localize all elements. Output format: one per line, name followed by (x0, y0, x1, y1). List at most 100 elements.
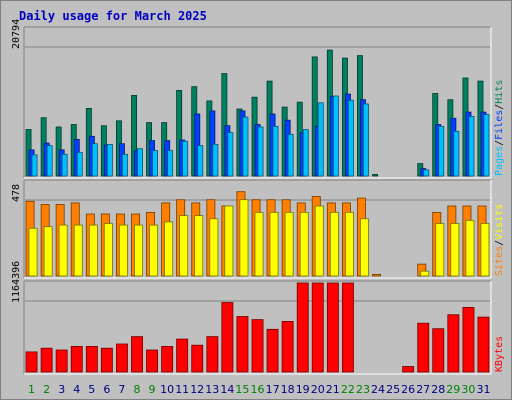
panel-hits-label-2: Files (494, 110, 505, 140)
panel-kbytes-max-label: 1164396 (11, 261, 22, 303)
day-label-16: 16 (251, 383, 265, 396)
bar-visits-sites-day-6 (103, 223, 113, 277)
day-label-2: 2 (43, 383, 50, 396)
bar-hits-pages-day-14 (227, 132, 234, 177)
bar-kbytes-kbytes-day-4 (70, 345, 83, 373)
day-label-14: 14 (220, 383, 234, 396)
day-label-10: 10 (160, 383, 174, 396)
bar-visits-sites-day-30 (465, 219, 475, 277)
bar-hits-pages-day-12 (197, 145, 204, 177)
bar-kbytes-kbytes-day-28 (432, 328, 445, 373)
bar-kbytes-kbytes-day-15 (236, 316, 249, 373)
bar-visits-sites-day-3 (58, 224, 68, 277)
panel-hits-label-3: / (494, 104, 505, 110)
panel-hits-label-1: / (494, 140, 505, 146)
panel-visits-label-1: / (494, 240, 505, 246)
bar-visits-sites-day-16 (254, 211, 264, 277)
panel-kbytes: 1164396 KBytes (11, 261, 505, 375)
day-label-9: 9 (149, 383, 156, 396)
bar-visits-sites-day-21 (329, 211, 339, 277)
bar-hits-pages-day-15 (242, 116, 249, 177)
bar-kbytes-kbytes-day-19 (296, 282, 309, 373)
bar-hits-pages-day-16 (257, 126, 264, 177)
bar-hits-pages-day-3 (61, 153, 68, 177)
day-label-21: 21 (326, 383, 340, 396)
day-label-20: 20 (311, 383, 325, 396)
day-label-23: 23 (356, 383, 370, 396)
bar-kbytes-kbytes-day-6 (100, 347, 113, 373)
bar-hits-pages-day-17 (272, 126, 279, 177)
bar-hits-pages-day-8 (137, 148, 143, 177)
panel-hits-series-labels: Pages/Files/Hits (494, 80, 505, 176)
day-label-17: 17 (266, 383, 280, 396)
bar-hits-pages-day-23 (362, 103, 369, 177)
bar-hits-pages-day-4 (76, 151, 83, 177)
bar-hits-pages-day-18 (287, 133, 294, 177)
bar-visits-sites-day-7 (119, 224, 128, 277)
day-label-31: 31 (477, 383, 491, 396)
bar-visits-sites-day-5 (88, 224, 98, 277)
bar-kbytes-kbytes-day-11 (176, 338, 189, 373)
day-label-5: 5 (88, 383, 95, 396)
bar-hits-files-day-13 (209, 110, 216, 177)
panel-hits-max-label: 20794 (11, 19, 22, 49)
bar-hits-pages-day-30 (468, 116, 475, 177)
day-label-6: 6 (103, 383, 110, 396)
bar-visits-sites-day-27 (420, 270, 430, 277)
bar-kbytes-kbytes-day-10 (161, 345, 174, 373)
panel-hits-label-4: Hits (494, 80, 505, 104)
bar-kbytes-kbytes-day-21 (326, 282, 339, 373)
bar-kbytes-kbytes-day-14 (221, 302, 234, 373)
panel-visits-series-labels: Sites/Visits (494, 204, 505, 276)
bar-kbytes-kbytes-day-29 (447, 314, 460, 373)
bar-visits-sites-day-17 (269, 211, 279, 277)
bar-hits-pages-day-22 (347, 99, 354, 177)
bar-hits-pages-day-10 (167, 150, 174, 177)
day-label-24: 24 (371, 383, 385, 396)
bar-visits-sites-day-14 (224, 205, 234, 277)
day-label-4: 4 (73, 383, 80, 396)
bar-hits-files-day-12 (194, 113, 201, 177)
bar-hits-pages-day-2 (46, 145, 53, 177)
bar-hits-pages-day-1 (31, 154, 38, 177)
bar-visits-sites-day-4 (73, 224, 83, 277)
bar-visits-sites-day-2 (43, 226, 53, 277)
bar-hits-pages-day-13 (212, 143, 219, 177)
bar-kbytes-kbytes-day-3 (55, 349, 68, 373)
bar-kbytes-kbytes-day-16 (251, 319, 264, 373)
bar-visits-sites-day-29 (450, 223, 460, 277)
chart-title: Daily usage for March 2025 (19, 9, 207, 23)
bar-visits-sites-day-8 (134, 224, 144, 277)
bar-kbytes-kbytes-day-1 (25, 351, 38, 373)
bar-hits-hits-day-20 (311, 56, 318, 177)
bar-visits-sites-day-10 (164, 221, 174, 277)
day-label-28: 28 (431, 383, 445, 396)
bar-kbytes-kbytes-day-18 (281, 320, 294, 373)
day-label-3: 3 (58, 383, 65, 396)
bar-hits-pages-day-6 (106, 143, 113, 177)
day-label-25: 25 (386, 383, 400, 396)
day-label-29: 29 (446, 383, 460, 396)
panel-visits-label-2: Visits (494, 204, 505, 240)
day-label-1: 1 (28, 383, 35, 396)
bar-kbytes-kbytes-day-20 (311, 282, 324, 373)
bar-visits-sites-day-12 (194, 215, 204, 277)
day-label-7: 7 (118, 383, 125, 396)
bar-visits-sites-day-13 (209, 218, 219, 277)
bar-kbytes-kbytes-day-26 (402, 366, 415, 373)
bar-hits-pages-day-29 (453, 130, 460, 177)
bar-kbytes-kbytes-day-22 (341, 282, 354, 373)
bar-hits-pages-day-21 (332, 95, 339, 177)
bar-hits-pages-day-27 (423, 169, 430, 177)
bar-hits-pages-day-19 (302, 129, 309, 177)
panel-visits-label-0: Sites (494, 246, 505, 276)
day-label-11: 11 (175, 383, 189, 396)
bar-kbytes-kbytes-day-5 (85, 345, 98, 373)
bar-hits-pages-day-5 (91, 143, 98, 177)
bar-visits-sites-day-19 (299, 211, 309, 277)
day-label-12: 12 (190, 383, 204, 396)
bar-hits-pages-day-9 (152, 150, 158, 177)
day-label-18: 18 (281, 383, 295, 396)
bar-visits-sites-day-22 (344, 211, 354, 277)
